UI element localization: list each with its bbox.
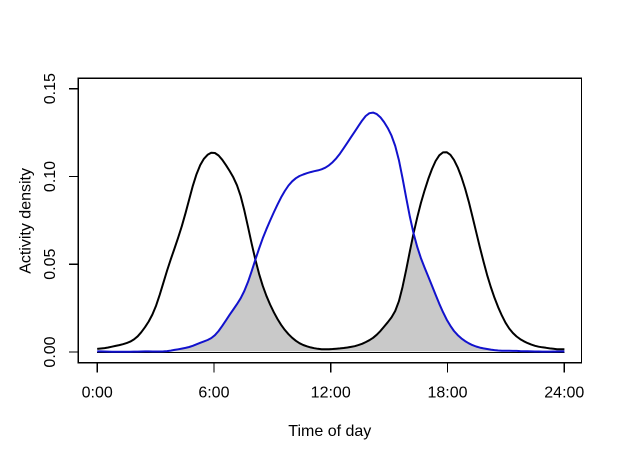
- svg-text:0.00: 0.00: [42, 336, 59, 367]
- svg-text:0:00: 0:00: [82, 385, 113, 402]
- svg-text:24:00: 24:00: [544, 385, 584, 402]
- svg-text:12:00: 12:00: [311, 385, 351, 402]
- svg-text:0.10: 0.10: [42, 161, 59, 192]
- svg-text:6:00: 6:00: [198, 385, 229, 402]
- svg-text:Activity density: Activity density: [17, 168, 34, 274]
- svg-text:0.15: 0.15: [42, 73, 59, 104]
- svg-text:Time of day: Time of day: [288, 423, 371, 440]
- svg-text:18:00: 18:00: [427, 385, 467, 402]
- svg-text:0.05: 0.05: [42, 249, 59, 280]
